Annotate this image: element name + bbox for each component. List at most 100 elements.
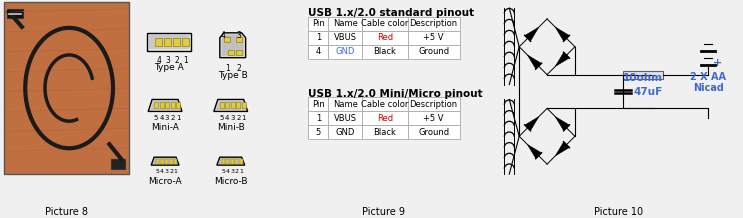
Text: Black: Black xyxy=(374,47,396,56)
FancyBboxPatch shape xyxy=(160,159,163,164)
Text: +5 V: +5 V xyxy=(424,114,444,123)
FancyBboxPatch shape xyxy=(169,159,172,164)
FancyBboxPatch shape xyxy=(165,102,169,108)
FancyBboxPatch shape xyxy=(236,159,239,164)
Text: 4: 4 xyxy=(156,56,161,65)
Text: 5: 5 xyxy=(154,115,158,121)
FancyBboxPatch shape xyxy=(328,45,362,59)
Polygon shape xyxy=(220,33,246,58)
Text: Name: Name xyxy=(333,100,357,109)
Text: Pin: Pin xyxy=(312,19,325,28)
FancyBboxPatch shape xyxy=(182,38,189,46)
FancyBboxPatch shape xyxy=(408,17,459,31)
Polygon shape xyxy=(215,100,246,110)
Polygon shape xyxy=(217,157,244,165)
Polygon shape xyxy=(556,27,569,41)
Text: 4: 4 xyxy=(225,115,230,121)
Text: 1: 1 xyxy=(176,115,181,121)
Text: 3: 3 xyxy=(165,169,169,174)
Text: Description: Description xyxy=(409,19,458,28)
Text: Picture 10: Picture 10 xyxy=(594,207,643,217)
Text: 1: 1 xyxy=(316,33,321,42)
FancyBboxPatch shape xyxy=(362,97,408,111)
Text: GND: GND xyxy=(335,47,355,56)
FancyBboxPatch shape xyxy=(228,50,234,55)
Text: 2: 2 xyxy=(170,115,175,121)
Text: 1: 1 xyxy=(174,169,178,174)
Text: Name: Name xyxy=(333,19,357,28)
Text: Type B: Type B xyxy=(218,71,247,80)
Polygon shape xyxy=(528,145,542,158)
Text: 3: 3 xyxy=(236,31,241,40)
Text: 2 X AA
Nicad: 2 X AA Nicad xyxy=(690,72,726,93)
Text: +5 V: +5 V xyxy=(424,33,444,42)
Text: Cable color: Cable color xyxy=(361,19,409,28)
Polygon shape xyxy=(148,99,182,111)
Text: Mini-A: Mini-A xyxy=(151,123,179,132)
Text: Micro-A: Micro-A xyxy=(149,177,182,186)
Text: 2: 2 xyxy=(236,64,241,73)
FancyBboxPatch shape xyxy=(231,159,234,164)
FancyBboxPatch shape xyxy=(174,159,177,164)
Text: 1: 1 xyxy=(183,56,188,65)
Text: Black: Black xyxy=(374,128,396,137)
Polygon shape xyxy=(556,117,569,131)
Text: USB 1.x/2.0 Mini/Micro pinout: USB 1.x/2.0 Mini/Micro pinout xyxy=(308,89,483,99)
FancyBboxPatch shape xyxy=(165,159,168,164)
FancyBboxPatch shape xyxy=(111,159,126,169)
Text: Description: Description xyxy=(409,100,458,109)
Polygon shape xyxy=(528,55,542,69)
Text: Ground: Ground xyxy=(418,128,450,137)
FancyBboxPatch shape xyxy=(308,17,328,31)
Text: 2: 2 xyxy=(174,56,179,65)
Text: Pin: Pin xyxy=(312,100,325,109)
FancyBboxPatch shape xyxy=(408,31,459,45)
Text: 3: 3 xyxy=(165,115,169,121)
FancyBboxPatch shape xyxy=(4,2,129,174)
Polygon shape xyxy=(150,100,180,110)
Text: 2: 2 xyxy=(169,169,173,174)
Text: 3: 3 xyxy=(230,169,234,174)
Polygon shape xyxy=(525,27,539,41)
Text: Red: Red xyxy=(377,114,393,123)
Text: VBUS: VBUS xyxy=(334,114,357,123)
Text: Ground: Ground xyxy=(418,47,450,56)
FancyBboxPatch shape xyxy=(147,33,191,51)
Text: USB 1.x/2.0 standard pinout: USB 1.x/2.0 standard pinout xyxy=(308,8,475,18)
Polygon shape xyxy=(525,117,539,131)
Text: 2: 2 xyxy=(236,115,241,121)
Text: Red: Red xyxy=(377,33,393,42)
FancyBboxPatch shape xyxy=(176,102,180,108)
FancyBboxPatch shape xyxy=(362,31,408,45)
FancyBboxPatch shape xyxy=(154,102,158,108)
FancyBboxPatch shape xyxy=(328,17,362,31)
FancyBboxPatch shape xyxy=(231,102,235,108)
Text: 3: 3 xyxy=(230,115,235,121)
Text: VBUS: VBUS xyxy=(334,33,357,42)
FancyBboxPatch shape xyxy=(160,102,163,108)
FancyBboxPatch shape xyxy=(408,97,459,111)
Polygon shape xyxy=(151,157,179,165)
FancyBboxPatch shape xyxy=(156,159,159,164)
Text: Type A: Type A xyxy=(155,63,184,72)
Text: 1: 1 xyxy=(316,114,321,123)
Polygon shape xyxy=(153,158,177,164)
FancyBboxPatch shape xyxy=(240,159,243,164)
Text: 4: 4 xyxy=(221,31,225,40)
FancyBboxPatch shape xyxy=(308,31,328,45)
FancyBboxPatch shape xyxy=(308,45,328,59)
FancyBboxPatch shape xyxy=(308,97,328,111)
Text: 1: 1 xyxy=(241,115,246,121)
FancyBboxPatch shape xyxy=(362,125,408,139)
FancyBboxPatch shape xyxy=(222,159,225,164)
Text: 4: 4 xyxy=(160,169,164,174)
FancyBboxPatch shape xyxy=(173,38,180,46)
Polygon shape xyxy=(556,52,569,66)
FancyBboxPatch shape xyxy=(155,38,162,46)
Polygon shape xyxy=(556,142,569,156)
Polygon shape xyxy=(214,99,247,111)
Text: 5: 5 xyxy=(220,115,224,121)
FancyBboxPatch shape xyxy=(308,111,328,125)
Text: 1: 1 xyxy=(225,64,230,73)
FancyBboxPatch shape xyxy=(236,102,240,108)
